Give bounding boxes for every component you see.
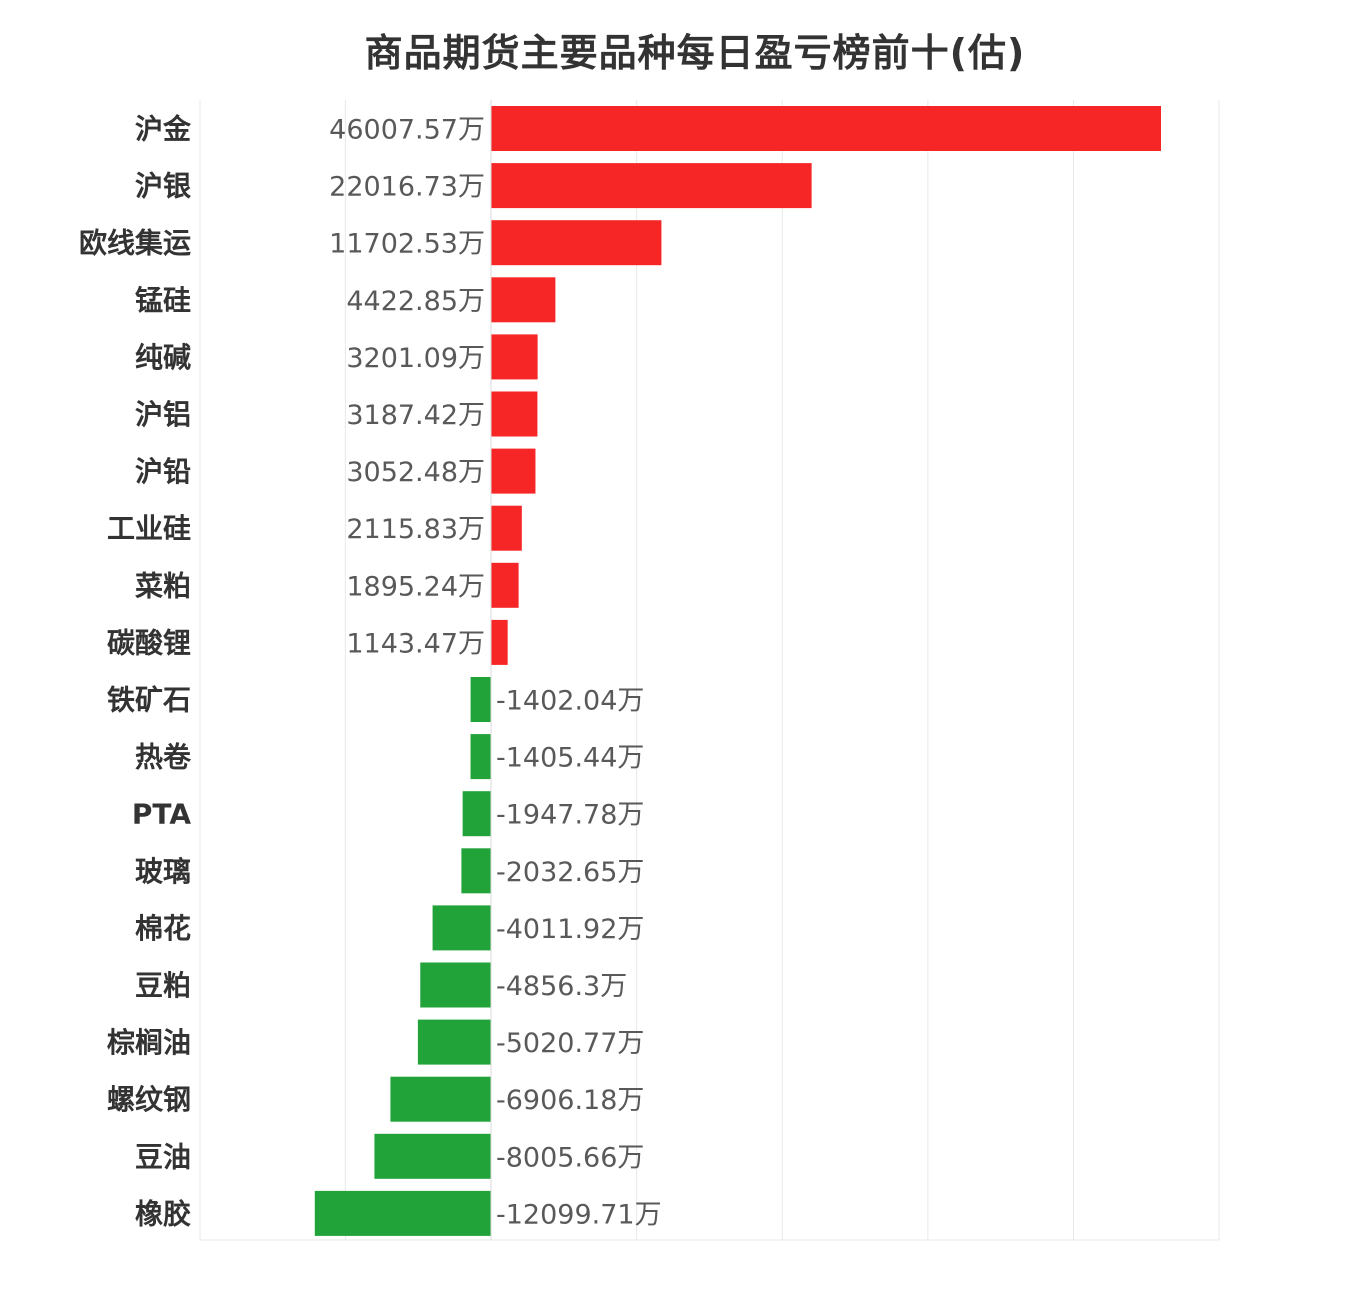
bar [491,391,538,437]
value-label: -1405.44万 [496,743,644,774]
category-label: 棕榈油 [107,1026,191,1059]
bar [470,677,491,722]
category-label: 菜粕 [135,569,191,602]
bar [491,562,519,608]
category-label: 沪银 [135,170,192,203]
bar [390,1076,491,1122]
value-label: -1402.04万 [496,686,644,717]
category-label: 锰硅 [135,284,191,317]
chart-title: 商品期货主要品种每日盈亏榜前十(估) [364,31,1026,75]
value-label: 4422.85万 [346,286,485,317]
bar [491,334,538,380]
bar [491,106,1161,151]
category-label: 纯碱 [135,341,191,374]
bar [491,163,812,209]
bar [491,448,536,494]
value-label: 1143.47万 [346,628,485,659]
bar [420,962,491,1008]
category-label: 豆油 [135,1140,191,1173]
bar [417,1019,491,1065]
value-label: -5020.77万 [496,1028,644,1059]
value-label: -8005.66万 [496,1142,644,1173]
bar [432,905,491,951]
value-label: -2032.65万 [496,857,644,888]
value-label: -4856.3万 [496,971,627,1002]
category-label: 棉花 [135,912,191,945]
bar [491,619,508,665]
value-label: 22016.73万 [329,172,485,203]
value-label: 11702.53万 [329,229,485,260]
category-label: 欧线集运 [79,227,191,260]
bar [470,734,491,780]
bar [462,791,491,837]
value-label: -1947.78万 [496,800,644,831]
bar [491,505,522,551]
category-label: 铁矿石 [107,684,191,717]
category-label: 玻璃 [135,855,191,888]
bar [461,848,491,894]
value-label: 3201.09万 [346,343,485,374]
category-label: 沪金 [135,113,192,146]
value-label: 3187.42万 [346,400,485,431]
bar [491,277,556,323]
category-label: 橡胶 [135,1197,191,1230]
category-label: 热卷 [135,741,192,774]
value-label: 2115.83万 [346,514,485,545]
bar [314,1190,491,1236]
value-label: -6906.18万 [496,1085,644,1116]
category-label: PTA [132,798,191,831]
value-label: 1895.24万 [346,571,485,602]
category-label: 沪铝 [135,398,191,431]
category-label: 碳酸锂 [107,626,191,659]
category-label: 螺纹钢 [107,1083,191,1116]
category-label: 豆粕 [135,969,191,1002]
value-label: -4011.92万 [496,914,644,945]
category-label: 沪铅 [135,455,191,488]
value-label: 46007.57万 [329,115,485,146]
bar [491,220,662,266]
bar [374,1133,491,1179]
category-label: 工业硅 [107,512,191,545]
value-label: -12099.71万 [496,1199,662,1230]
value-label: 3052.48万 [346,457,485,488]
